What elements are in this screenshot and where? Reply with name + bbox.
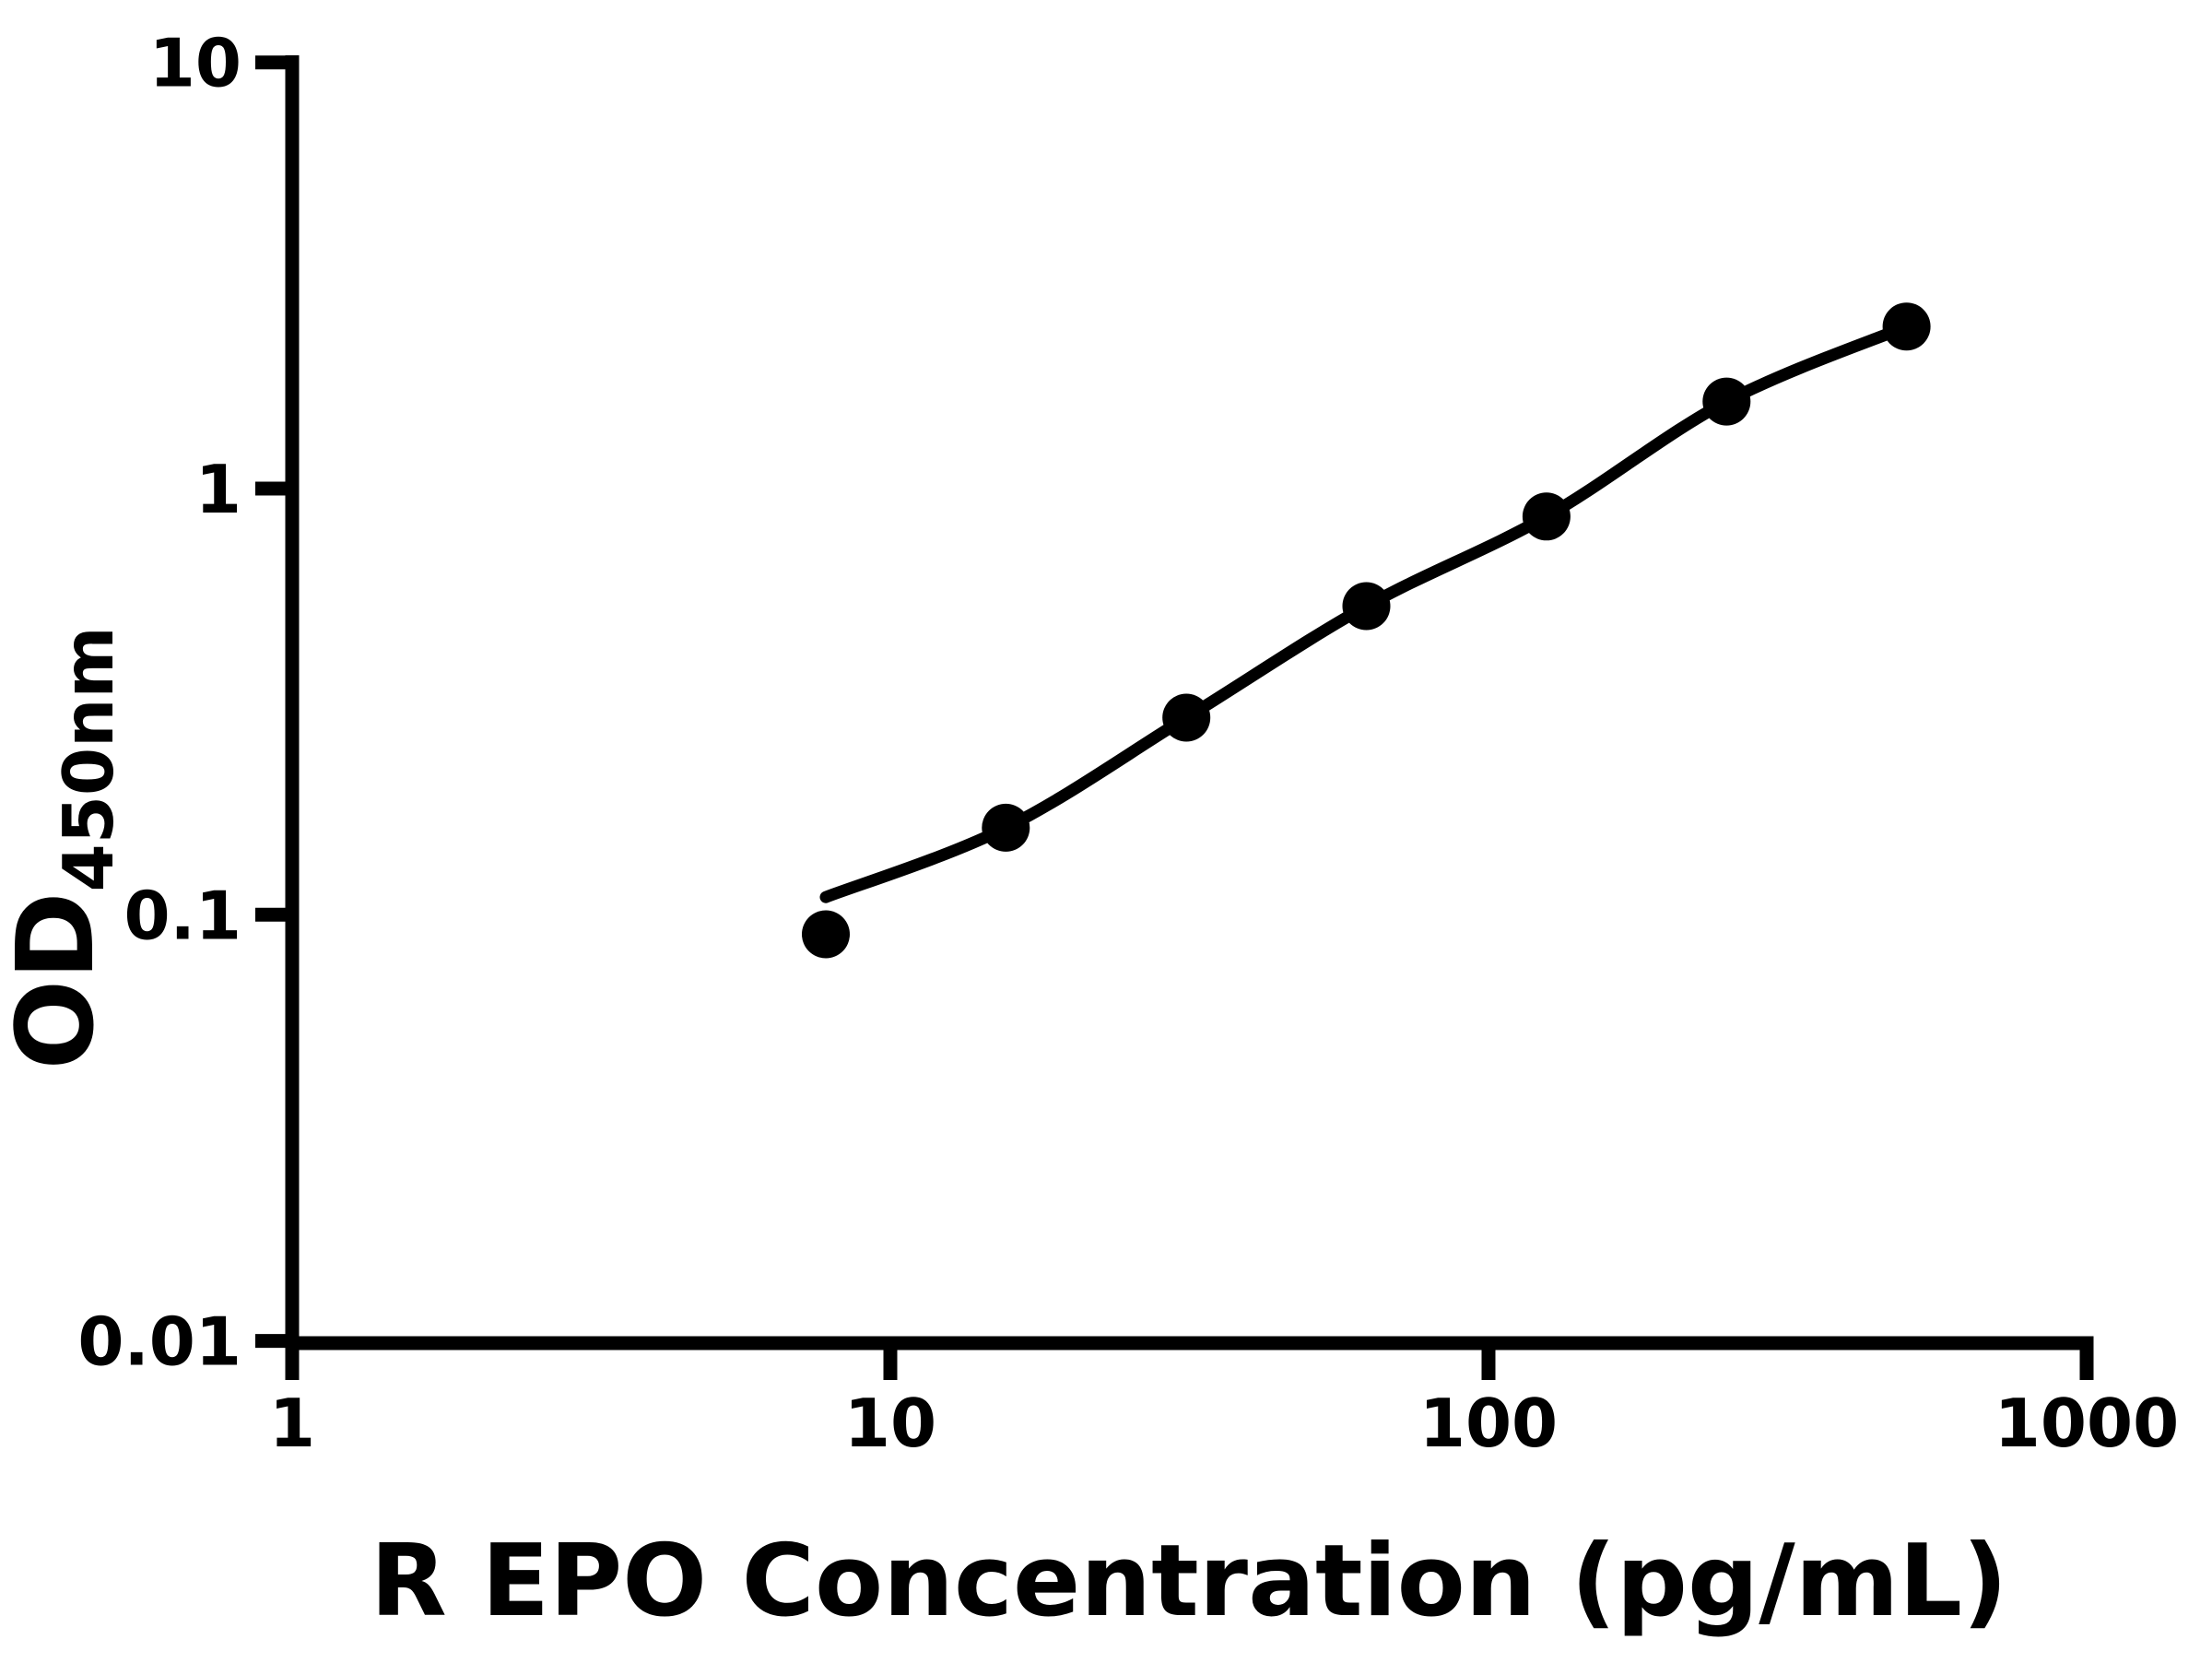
x-axis-title: R EPO Concentration (pg/mL): [371, 1524, 2008, 1639]
data-point: [1342, 582, 1391, 631]
data-point: [1522, 492, 1571, 541]
x-tick-label: 10: [844, 1385, 936, 1462]
data-point: [802, 910, 850, 959]
y-axis-title-subscript: 450nm: [48, 626, 129, 891]
y-tick-label: 0.1: [124, 877, 241, 954]
data-point: [982, 803, 1030, 852]
y-tick-label: 1: [195, 451, 241, 528]
data-point: [1162, 693, 1211, 742]
y-axis-title: OD450nm: [0, 626, 129, 1069]
x-ticks-group: [285, 1343, 2094, 1380]
y-tick-labels-group: 10 1 0.1 0.01: [77, 25, 241, 1381]
data-points-group: [802, 302, 1931, 959]
x-tick-label: 100: [1419, 1385, 1558, 1462]
y-ticks-group: [255, 55, 293, 1349]
data-point: [1882, 302, 1931, 351]
x-tick-labels-group: 1 10 100 1000: [269, 1385, 2179, 1462]
x-tick-label: 1000: [1994, 1385, 2179, 1462]
y-tick-label: 0.01: [77, 1303, 241, 1381]
y-tick-label: 10: [149, 25, 241, 102]
data-point: [1702, 377, 1751, 426]
y-axis-title-main: OD: [0, 891, 118, 1069]
x-tick-label: 1: [269, 1385, 315, 1462]
